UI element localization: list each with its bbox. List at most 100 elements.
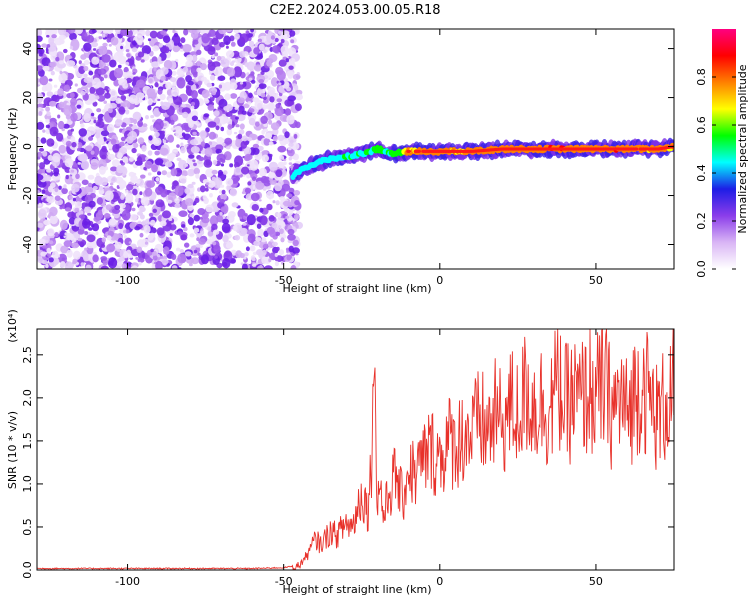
noise-speckle bbox=[140, 196, 149, 206]
noise-speckle bbox=[45, 106, 50, 112]
noise-speckle bbox=[292, 221, 298, 227]
noise-speckle bbox=[190, 257, 200, 265]
noise-speckle bbox=[100, 256, 108, 261]
noise-speckle bbox=[251, 176, 257, 181]
noise-speckle bbox=[200, 185, 206, 193]
noise-speckle bbox=[155, 177, 160, 182]
noise-speckle bbox=[187, 183, 194, 189]
noise-speckle bbox=[147, 172, 152, 176]
noise-speckle bbox=[212, 159, 218, 165]
noise-speckle bbox=[107, 107, 113, 114]
noise-speckle bbox=[76, 147, 81, 152]
noise-speckle bbox=[106, 29, 114, 35]
snr-x-axis-label: Height of straight line (km) bbox=[282, 583, 431, 596]
noise-speckle bbox=[125, 229, 130, 234]
noise-speckle bbox=[41, 43, 48, 48]
noise-speckle bbox=[148, 212, 154, 217]
noise-speckle bbox=[287, 234, 296, 241]
noise-speckle bbox=[268, 141, 274, 146]
noise-speckle bbox=[101, 154, 107, 160]
noise-speckle bbox=[158, 43, 163, 48]
noise-speckle bbox=[167, 192, 177, 203]
snr-panel: -100 -50 0 50 0.0 0.5 1.0 1.5 2.0 2.5 Height of … bbox=[6, 309, 675, 596]
colorbar-tick-label: 0.6 bbox=[695, 116, 708, 134]
noise-speckle bbox=[246, 214, 256, 226]
noise-speckle bbox=[110, 182, 114, 186]
noise-speckle bbox=[175, 58, 179, 63]
noise-speckle bbox=[233, 166, 243, 176]
noise-speckle bbox=[199, 216, 203, 220]
noise-speckle bbox=[40, 251, 48, 257]
noise-speckle bbox=[113, 67, 123, 79]
noise-speckle bbox=[250, 265, 260, 269]
noise-speckle bbox=[130, 174, 138, 184]
noise-speckle bbox=[98, 68, 107, 75]
noise-speckle bbox=[271, 222, 278, 229]
noise-speckle bbox=[280, 38, 285, 44]
noise-speckle bbox=[56, 61, 66, 69]
noise-speckle bbox=[110, 36, 119, 46]
noise-speckle bbox=[139, 206, 146, 212]
y-tick-label: 1.5 bbox=[21, 432, 34, 450]
noise-speckle bbox=[37, 174, 44, 181]
noise-speckle bbox=[156, 181, 160, 185]
noise-speckle bbox=[72, 197, 76, 202]
noise-speckle bbox=[136, 79, 146, 88]
noise-speckle bbox=[230, 41, 236, 47]
noise-speckle bbox=[91, 29, 97, 34]
noise-speckle bbox=[166, 88, 173, 96]
noise-speckle bbox=[37, 60, 40, 64]
noise-speckle bbox=[140, 59, 145, 63]
noise-speckle bbox=[161, 130, 165, 134]
noise-speckle bbox=[199, 130, 207, 139]
noise-speckle bbox=[239, 123, 245, 130]
noise-speckle bbox=[193, 167, 200, 175]
noise-speckle bbox=[191, 115, 198, 122]
noise-speckle bbox=[294, 200, 300, 206]
noise-speckle bbox=[270, 35, 275, 40]
noise-speckle bbox=[225, 242, 234, 249]
noise-speckle bbox=[286, 193, 293, 198]
ridge-peak bbox=[406, 149, 411, 153]
noise-speckle bbox=[197, 80, 203, 86]
noise-speckle bbox=[283, 200, 291, 207]
noise-speckle bbox=[281, 204, 285, 209]
noise-speckle bbox=[264, 132, 273, 139]
noise-speckle bbox=[118, 222, 124, 230]
noise-speckle bbox=[287, 95, 297, 102]
noise-speckle bbox=[256, 249, 264, 256]
noise-speckle bbox=[293, 133, 298, 139]
noise-speckle bbox=[289, 58, 296, 64]
noise-speckle bbox=[182, 43, 192, 53]
noise-speckle bbox=[242, 222, 247, 226]
noise-speckle bbox=[133, 119, 138, 125]
noise-speckle bbox=[254, 99, 264, 110]
noise-speckle bbox=[292, 239, 299, 247]
noise-speckle bbox=[203, 197, 209, 205]
noise-speckle bbox=[212, 255, 220, 266]
noise-speckle bbox=[183, 226, 188, 232]
noise-speckle bbox=[191, 54, 198, 62]
noise-speckle bbox=[172, 29, 176, 34]
noise-speckle bbox=[213, 177, 223, 189]
noise-speckle bbox=[86, 241, 96, 249]
noise-speckle bbox=[146, 87, 156, 98]
noise-speckle bbox=[52, 152, 61, 163]
noise-speckle bbox=[53, 171, 59, 177]
noise-speckle bbox=[145, 115, 149, 120]
noise-speckle bbox=[63, 235, 67, 238]
noise-speckle bbox=[220, 206, 227, 213]
noise-speckle bbox=[237, 97, 245, 104]
noise-speckle bbox=[154, 150, 160, 156]
noise-speckle bbox=[63, 123, 70, 129]
noise-speckle bbox=[115, 97, 122, 104]
noise-speckle bbox=[114, 204, 121, 211]
noise-speckle bbox=[268, 215, 275, 222]
noise-speckle bbox=[150, 248, 154, 253]
noise-speckle bbox=[294, 103, 302, 111]
noise-speckle bbox=[172, 180, 179, 187]
noise-speckle bbox=[74, 201, 82, 210]
noise-speckle bbox=[116, 248, 121, 252]
noise-speckle bbox=[216, 153, 226, 163]
noise-speckle bbox=[188, 80, 194, 86]
